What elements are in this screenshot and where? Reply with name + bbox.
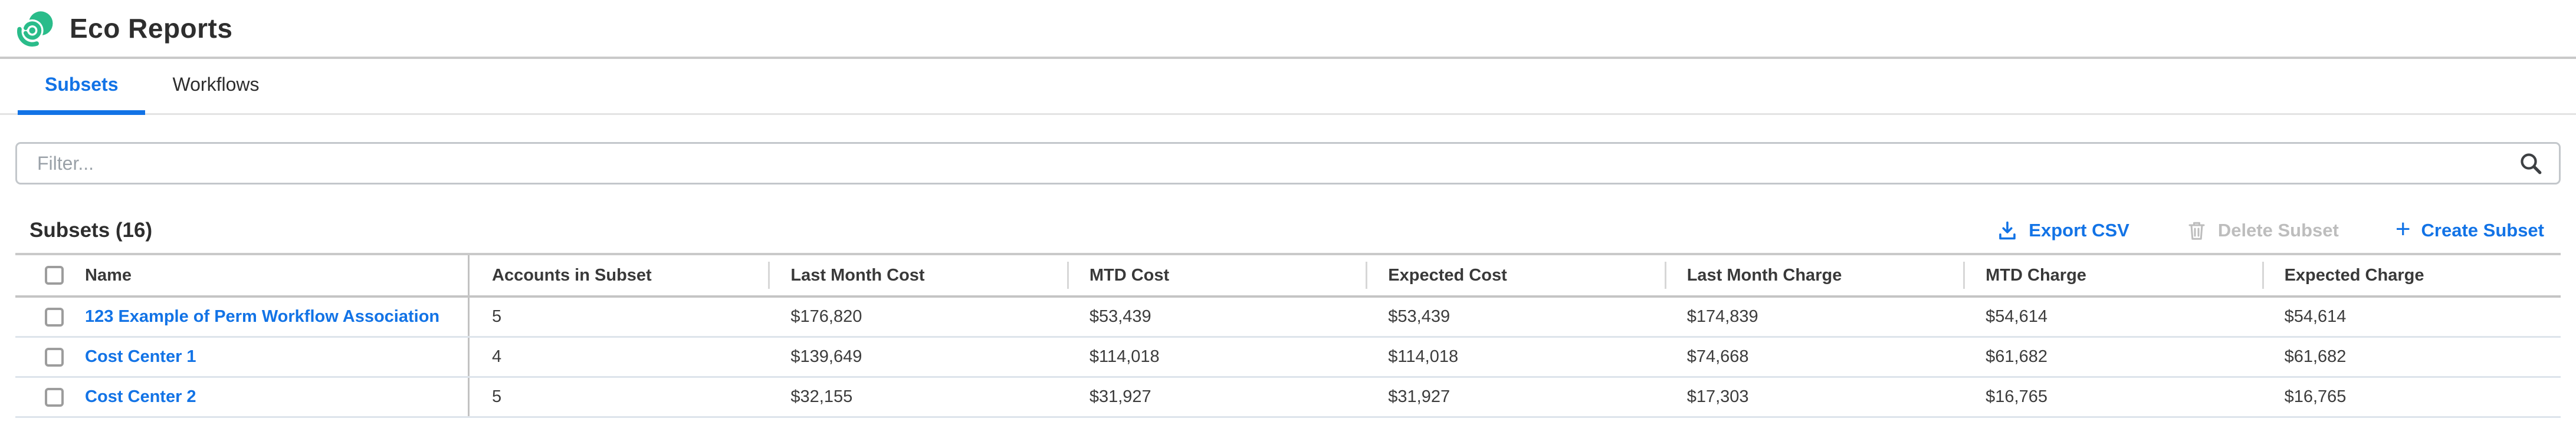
download-icon	[1999, 221, 2016, 240]
expected-charge-cell: $61,682	[2284, 347, 2347, 366]
create-subset-label: Create Subset	[2421, 220, 2544, 240]
table-row: Cost Center 2 5 $32,155 $31,927 $31,927 …	[15, 378, 2561, 418]
mtd-charge-cell: $54,614	[1986, 307, 2047, 326]
filter-input[interactable]	[15, 142, 2561, 185]
expected-charge-cell: $54,614	[2284, 307, 2347, 326]
app-header: Eco Reports	[0, 0, 2576, 59]
expected-cost-cell: $31,927	[1388, 387, 1451, 406]
table-header: Name Accounts in Subset Last Month Cost …	[15, 255, 2561, 298]
name-cell: 123 Example of Perm Workflow Association	[15, 298, 470, 336]
export-csv-button[interactable]: Export CSV	[1997, 220, 2129, 241]
filter-bar	[15, 142, 2561, 185]
table-row: Cost Center 1 4 $139,649 $114,018 $114,0…	[15, 338, 2561, 378]
select-all-checkbox[interactable]	[45, 266, 64, 285]
page-title: Eco Reports	[70, 13, 233, 44]
column-header-mtd-charge: MTD Charge	[1963, 255, 2262, 295]
plus-icon: +	[2395, 215, 2411, 243]
toolbar-actions: Export CSV Delete Subset + Create Subset	[1997, 215, 2544, 243]
mtd-charge-cell: $16,765	[1986, 387, 2047, 406]
accounts-in-subset-cell: 5	[492, 307, 502, 326]
column-header-name-label: Name	[85, 265, 132, 285]
subset-name-link[interactable]: Cost Center 2	[85, 387, 196, 406]
name-cell: Cost Center 1	[15, 338, 470, 376]
trash-icon	[2188, 222, 2205, 240]
mtd-cost-cell: $31,927	[1089, 387, 1151, 406]
tabbar: Subsets Workflows	[0, 59, 2576, 115]
mtd-charge-cell: $61,682	[1986, 347, 2047, 366]
column-header-accounts-in-subset: Accounts in Subset	[492, 265, 652, 285]
search-icon[interactable]	[2518, 151, 2543, 176]
column-header-last-month-cost: Last Month Cost	[768, 255, 1067, 295]
expected-charge-cell: $16,765	[2284, 387, 2347, 406]
subset-name-link[interactable]: 123 Example of Perm Workflow Association	[85, 307, 440, 326]
column-header-expected-cost: Expected Cost	[1366, 255, 1664, 295]
section-title: Subsets (16)	[29, 219, 153, 242]
name-cell: Cost Center 2	[15, 378, 470, 416]
expected-cost-cell: $114,018	[1388, 347, 1459, 366]
row-checkbox[interactable]	[45, 347, 64, 367]
delete-subset-label: Delete Subset	[2217, 220, 2339, 240]
mtd-cost-cell: $53,439	[1089, 307, 1151, 326]
subset-name-link[interactable]: Cost Center 1	[85, 347, 196, 366]
tab-workflows[interactable]: Workflows	[172, 74, 260, 95]
column-header-expected-charge: Expected Charge	[2262, 255, 2561, 295]
last-month-charge-cell: $17,303	[1686, 387, 1749, 406]
column-header-mtd-cost: MTD Cost	[1067, 255, 1366, 295]
last-month-charge-cell: $174,839	[1686, 307, 1758, 326]
tab-subsets[interactable]: Subsets	[18, 59, 146, 115]
export-csv-label: Export CSV	[2029, 220, 2129, 240]
delete-subset-button[interactable]: Delete Subset	[2186, 220, 2339, 241]
accounts-in-subset-cell: 4	[492, 347, 502, 366]
column-header-last-month-charge: Last Month Charge	[1664, 255, 1963, 295]
accounts-in-subset-cell: 5	[492, 387, 502, 406]
create-subset-button[interactable]: + Create Subset	[2395, 215, 2544, 243]
section-bar: Subsets (16) Export CSV Delete Subset + …	[15, 208, 2561, 253]
mtd-cost-cell: $114,018	[1089, 347, 1160, 366]
table-row: 123 Example of Perm Workflow Association…	[15, 298, 2561, 338]
row-checkbox[interactable]	[45, 307, 64, 327]
table-body: 123 Example of Perm Workflow Association…	[15, 298, 2561, 418]
last-month-charge-cell: $74,668	[1686, 347, 1749, 366]
subsets-table: Name Accounts in Subset Last Month Cost …	[15, 253, 2561, 418]
last-month-cost-cell: $139,649	[790, 347, 862, 366]
eco-reports-logo-icon	[17, 11, 53, 47]
last-month-cost-cell: $176,820	[790, 307, 862, 326]
expected-cost-cell: $53,439	[1388, 307, 1451, 326]
last-month-cost-cell: $32,155	[790, 387, 853, 406]
column-header-name: Name	[15, 255, 470, 295]
row-checkbox[interactable]	[45, 387, 64, 407]
